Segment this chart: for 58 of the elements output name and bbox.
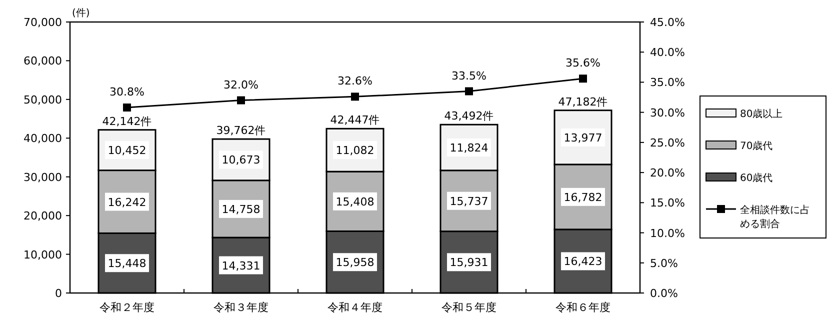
y2-tick-label: 40.0% [650,46,685,60]
data-label: 33.5% [452,69,486,82]
y-tick-label: 0 [55,287,62,300]
y2-tick-label: 30.0% [650,106,685,120]
data-label: 15,958 [336,256,374,270]
y-tick-label: 60,000 [24,54,62,68]
y2-tick-label: 15.0% [650,196,685,210]
point [579,74,587,83]
x-tick-label: 令和３年度 [214,301,268,314]
y-tick-label: 50,000 [24,93,62,106]
y-tick-label: 40,000 [24,132,62,146]
y2-tick-label: 35.0% [650,76,685,90]
y2-tick-label: 5.0% [650,256,678,270]
y2-tick-label: 25.0% [650,136,685,150]
data-label: 32.6% [338,74,372,88]
data-label: 10,452 [108,144,146,158]
data-label: 11,082 [336,144,374,158]
total-label: 42,142件 [102,114,152,128]
data-label: 15,448 [108,257,146,270]
data-label: 14,331 [222,259,260,272]
point [351,92,359,101]
data-label: 15,931 [450,256,488,270]
data-label: 13,977 [564,131,602,144]
x-tick-label: 令和５年度 [442,301,496,314]
y-tick-label: 10,000 [24,248,62,262]
y-axis-title: (件) [72,8,90,19]
legend-label: 80歳以上 [740,108,783,120]
y-tick-label: 70,000 [24,16,62,29]
data-label: 15,737 [450,194,488,208]
data-label: 16,242 [108,196,146,209]
data-label: 16,782 [564,190,602,204]
legend-label: 全相談件数に占める割合 [740,204,810,230]
total-label: 47,182件 [558,95,608,108]
y2-tick-label: 0.0% [650,287,678,300]
data-label: 11,824 [450,142,488,155]
x-tick-label: 令和４年度 [328,301,382,314]
total-label: 39,762件 [216,124,266,138]
x-tick-label: 令和６年度 [556,301,610,314]
y2-tick-label: 10.0% [650,226,685,240]
legend-label: 70歳代 [740,140,773,152]
data-label: 16,423 [564,255,602,268]
x-tick-label: 令和２年度 [100,301,154,314]
data-label: 15,408 [336,195,374,208]
point [237,96,245,104]
data-label: 30.8% [110,86,144,99]
y2-tick-label: 20.0% [650,166,685,180]
data-label: 32.0% [224,78,258,92]
data-label: 10,673 [222,154,260,167]
point [465,87,473,96]
legend-label: 60歳代 [740,172,773,184]
y2-tick-label: 45.0% [650,16,685,29]
total-label: 43,492件 [444,110,494,123]
point [123,104,131,112]
data-label: 35.6% [566,56,600,70]
y-tick-label: 20,000 [24,210,62,223]
y-tick-label: 30,000 [24,170,62,184]
total-label: 42,447件 [330,114,380,127]
data-label: 14,758 [222,202,260,216]
